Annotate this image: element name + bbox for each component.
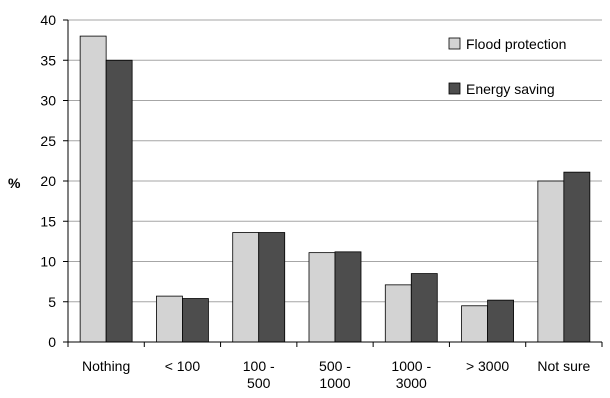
x-category-label: 500 - — [319, 358, 351, 374]
y-tick-label: 35 — [40, 52, 56, 68]
legend-label: Energy saving — [466, 81, 555, 97]
gridlines — [68, 19, 602, 303]
bar-energy-saving — [182, 298, 209, 343]
x-category-label: 1000 — [319, 375, 350, 391]
y-tick-label: 10 — [40, 254, 56, 270]
y-tick-label: 0 — [48, 334, 56, 350]
bar-flood-protection — [308, 252, 336, 343]
x-category-label: Nothing — [82, 358, 130, 374]
bar-flood-protection — [461, 305, 488, 343]
bar-flood-protection — [232, 232, 260, 343]
legend-label: Flood protection — [466, 36, 566, 52]
bar-flood-protection — [384, 284, 412, 343]
bar-flood-protection — [537, 180, 565, 343]
bar-energy-saving — [105, 59, 133, 343]
bar-energy-saving — [334, 251, 362, 343]
axis-labels: 0 5 10 15 20 25 30 35 40 Nothing < 100 100 -500 500 … — [40, 12, 590, 391]
x-category-label: 1000 - — [391, 358, 431, 374]
axes — [63, 19, 603, 347]
bar-energy-saving — [258, 232, 286, 343]
bar-energy-saving — [410, 273, 438, 343]
y-axis-title: % — [8, 175, 21, 191]
bar-flood-protection — [156, 295, 183, 343]
y-tick-label: 25 — [40, 133, 56, 149]
x-category-label: 3000 — [396, 375, 427, 391]
y-tick-label: 40 — [40, 12, 56, 28]
bar-flood-protection — [79, 35, 107, 343]
x-category-label: 100 - — [243, 358, 275, 374]
bar-energy-saving — [487, 299, 514, 343]
y-tick-label: 20 — [40, 173, 56, 189]
bar-energy-saving — [563, 171, 591, 343]
legend-swatch — [448, 37, 461, 50]
x-category-label: 500 — [247, 375, 271, 391]
bars — [79, 35, 591, 343]
y-tick-label: 30 — [40, 93, 56, 109]
x-category-label: > 3000 — [466, 358, 509, 374]
legend: Flood protection Energy saving — [448, 36, 566, 97]
legend-swatch — [448, 82, 461, 95]
y-tick-label: 5 — [48, 294, 56, 310]
x-category-label: Not sure — [537, 358, 590, 374]
y-tick-label: 15 — [40, 213, 56, 229]
x-category-label: < 100 — [165, 358, 201, 374]
